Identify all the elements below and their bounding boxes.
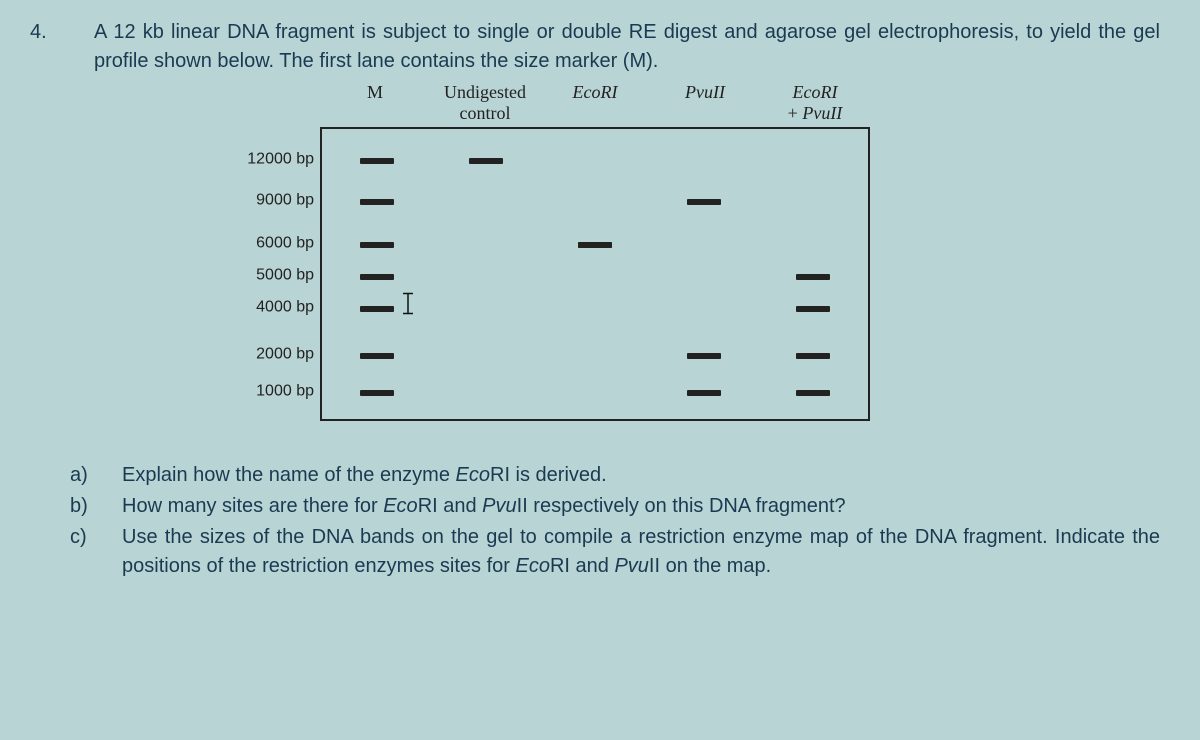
lane-header-undigested-line2: control <box>460 103 511 123</box>
lane-header-pvuii-text: PvuII <box>685 82 725 102</box>
enzyme-pvuii-b: Pvu <box>482 495 516 517</box>
lane-header-spacer <box>230 82 320 123</box>
gel-band <box>687 353 721 359</box>
enzyme-pvuii-c: Pvu <box>614 555 648 577</box>
lane-header-double-line1: EcoRI <box>793 82 838 102</box>
gel-band <box>360 274 394 280</box>
enzyme-ecori-c: Eco <box>516 555 550 577</box>
gel-band <box>360 158 394 164</box>
lane-header-ecori: EcoRI <box>540 82 650 123</box>
sub-a-label: a) <box>70 461 122 490</box>
gel-band <box>796 390 830 396</box>
gel-lane <box>759 129 868 419</box>
sub-b-text: How many sites are there for EcoRI and P… <box>122 492 1160 521</box>
marker-size-labels: 12000 bp 9000 bp 6000 bp 5000 bp 4000 bp 2000… <box>230 127 320 417</box>
lane-header-m-text: M <box>367 82 383 102</box>
marker-label: 1000 bp <box>256 380 314 403</box>
gel-band <box>687 199 721 205</box>
sub-b-label: b) <box>70 492 122 521</box>
exam-question-page: 4. A 12 kb linear DNA fragment is subjec… <box>0 0 1200 601</box>
enzyme-ecori-b: Eco <box>383 495 417 517</box>
gel-band <box>469 158 503 164</box>
lane-header-double-pvuii: PvuII <box>802 103 842 123</box>
gel-lane <box>322 129 431 419</box>
gel-area: 12000 bp 9000 bp 6000 bp 5000 bp 4000 bp 2000… <box>230 127 870 421</box>
sub-questions: a) Explain how the name of the enzyme Ec… <box>70 461 1160 581</box>
lane-header-ecori-text: EcoRI <box>573 82 618 102</box>
question-stem-row: 4. A 12 kb linear DNA fragment is subjec… <box>30 18 1160 76</box>
question-number: 4. <box>30 18 94 47</box>
text-cursor-icon <box>401 292 415 324</box>
question-text: A 12 kb linear DNA fragment is subject t… <box>94 18 1160 76</box>
gel-lane <box>540 129 649 419</box>
sub-question-a: a) Explain how the name of the enzyme Ec… <box>70 461 1160 490</box>
marker-label: 12000 bp <box>247 148 314 171</box>
gel-band <box>360 306 394 312</box>
gel-band <box>360 242 394 248</box>
lane-header-undigested: Undigested control <box>430 82 540 123</box>
marker-label: 4000 bp <box>256 296 314 319</box>
enzyme-ecori: Eco <box>456 464 490 486</box>
lane-headers: M Undigested control EcoRI PvuII EcoRI +… <box>230 82 870 123</box>
gel-lane <box>431 129 540 419</box>
gel-figure: M Undigested control EcoRI PvuII EcoRI +… <box>230 82 870 421</box>
gel-band <box>360 199 394 205</box>
lane-header-double: EcoRI + PvuII <box>760 82 870 123</box>
gel-lane <box>650 129 759 419</box>
gel-box <box>320 127 870 421</box>
marker-label: 6000 bp <box>256 232 314 255</box>
sub-question-b: b) How many sites are there for EcoRI an… <box>70 492 1160 521</box>
lane-header-pvuii: PvuII <box>650 82 760 123</box>
gel-band <box>360 390 394 396</box>
gel-band <box>360 353 394 359</box>
sub-c-text: Use the sizes of the DNA bands on the ge… <box>122 523 1160 581</box>
gel-band <box>687 390 721 396</box>
marker-label: 5000 bp <box>256 264 314 287</box>
sub-question-c: c) Use the sizes of the DNA bands on the… <box>70 523 1160 581</box>
sub-c-label: c) <box>70 523 122 552</box>
gel-band <box>578 242 612 248</box>
marker-label: 2000 bp <box>256 342 314 365</box>
marker-label: 9000 bp <box>256 188 314 211</box>
gel-band <box>796 306 830 312</box>
lane-header-double-line2: + PvuII <box>788 103 843 123</box>
lane-header-m: M <box>320 82 430 123</box>
gel-band <box>796 353 830 359</box>
lane-header-undigested-line1: Undigested <box>444 82 526 102</box>
gel-band <box>796 274 830 280</box>
sub-a-text: Explain how the name of the enzyme EcoRI… <box>122 461 1160 490</box>
